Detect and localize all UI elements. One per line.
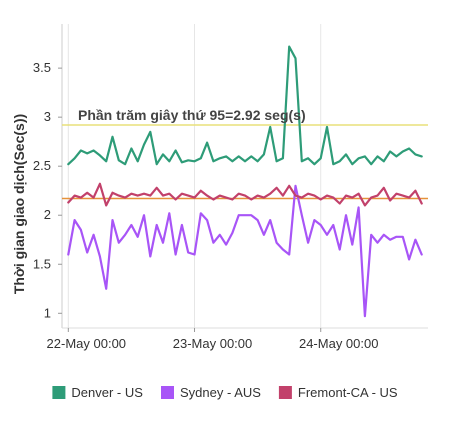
y-tick-label: 1 [44, 305, 51, 320]
y-tick-label: 2.5 [33, 158, 51, 173]
x-tick-label: 24-May 00:00 [299, 336, 379, 351]
legend-label: Fremont-CA - US [298, 385, 398, 400]
x-tick-label: 22-May 00:00 [47, 336, 127, 351]
legend[interactable]: Denver - US Sydney - AUS Fremont-CA - US [52, 385, 398, 400]
y-tick-label: 3 [44, 109, 51, 124]
legend-swatch [161, 386, 174, 399]
series-lines [67, 45, 423, 318]
annotations: Phần trăm giây thứ 95=2.92 seg(s) [78, 107, 306, 123]
legend-item[interactable]: Fremont-CA - US [278, 385, 398, 400]
legend-item[interactable]: Denver - US [52, 385, 143, 400]
x-tick-label: 23-May 00:00 [173, 336, 253, 351]
y-tick-label: 1.5 [33, 256, 51, 271]
series-line [67, 45, 423, 166]
legend-item[interactable]: Sydney - AUS [161, 385, 261, 400]
y-tick-label: 2 [44, 207, 51, 222]
y-tick-label: 3.5 [33, 60, 51, 75]
legend-label: Sydney - AUS [180, 385, 261, 400]
series-line [67, 184, 423, 318]
grid-layer [67, 24, 322, 328]
y-axis-title: Thời gian giao dịch(Sec(s)) [11, 114, 27, 294]
legend-swatch [52, 386, 66, 399]
y-axis: 1 1.5 2 2.5 3 3.5 [33, 24, 63, 328]
legend-label: Denver - US [71, 385, 143, 400]
legend-swatch [278, 386, 292, 399]
series-line [67, 182, 423, 207]
x-axis: 22-May 00:00 23-May 00:00 24-May 00:00 [47, 327, 428, 351]
threshold-lines [62, 124, 428, 200]
threshold-label: Phần trăm giây thứ 95=2.92 seg(s) [78, 107, 306, 123]
